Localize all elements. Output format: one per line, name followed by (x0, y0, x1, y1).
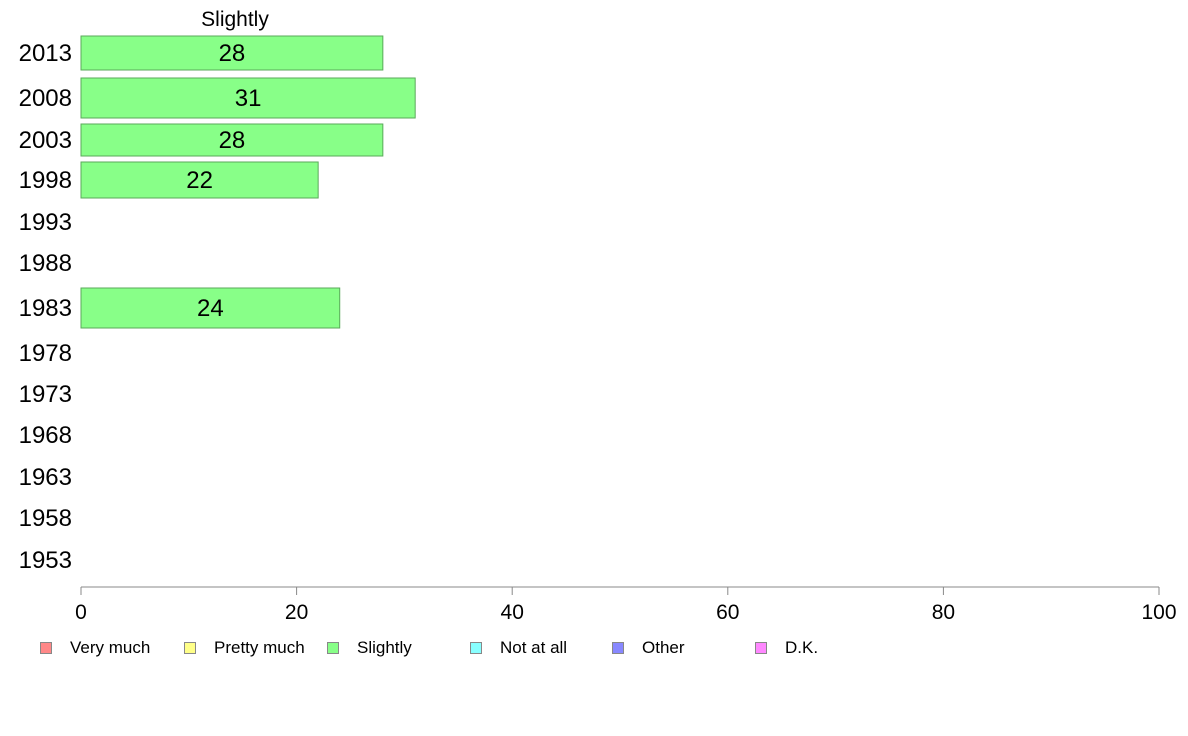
y-tick-label: 1968 (19, 422, 72, 449)
bar (80, 287, 341, 329)
y-tick-label: 1958 (19, 505, 72, 532)
y-tick-label: 1973 (19, 381, 72, 408)
y-tick-label: 2013 (19, 40, 72, 67)
legend-swatch-very-much (40, 642, 52, 654)
bar-value-label: 31 (235, 85, 262, 112)
legend-label: Pretty much (214, 638, 305, 657)
bar-value-label: 28 (219, 40, 246, 67)
legend-label: D.K. (785, 638, 819, 657)
bar (80, 161, 319, 199)
legend-item-not-at-all: Not at all (470, 638, 567, 658)
y-tick-label: 1998 (19, 167, 72, 194)
legend-label: Slightly (357, 638, 412, 657)
bar (80, 77, 416, 119)
x-tick-label: 40 (501, 601, 524, 624)
legend-swatch-dk (755, 642, 767, 654)
legend-swatch-pretty-much (184, 642, 196, 654)
chart-title: Slightly (201, 8, 269, 31)
y-tick-label: 1978 (19, 340, 72, 367)
legend-item-dk: D.K. (755, 638, 818, 658)
legend-item-pretty-much: Pretty much (184, 638, 305, 658)
y-tick-label: 2008 (19, 85, 72, 112)
legend-label: Very much (70, 638, 151, 657)
legend-swatch-other (612, 642, 624, 654)
legend-item-other: Other (612, 638, 685, 658)
x-tick-label: 100 (1141, 601, 1176, 624)
legend-item-very-much: Very much (40, 638, 150, 658)
y-tick-label: 1963 (19, 464, 72, 491)
bar-value-label: 22 (186, 167, 213, 194)
x-tick-label: 60 (716, 601, 739, 624)
bar (80, 35, 384, 71)
y-tick-label: 1988 (19, 250, 72, 277)
x-tick-label: 20 (285, 601, 308, 624)
legend-label: Other (642, 638, 685, 657)
y-tick-label: 1953 (19, 547, 72, 574)
x-tick-label: 0 (75, 601, 87, 624)
bar (80, 123, 384, 157)
legend-item-slightly: Slightly (327, 638, 412, 658)
y-tick-label: 1993 (19, 209, 72, 236)
y-tick-label: 2003 (19, 127, 72, 154)
legend-swatch-not-at-all (470, 642, 482, 654)
legend-swatch-slightly (327, 642, 339, 654)
bar-value-label: 24 (197, 295, 224, 322)
x-tick-label: 80 (932, 601, 955, 624)
y-tick-label: 1983 (19, 295, 72, 322)
bar-value-label: 28 (219, 127, 246, 154)
legend-label: Not at all (500, 638, 568, 657)
legend: Very much Pretty much Slightly Not at al… (0, 638, 1188, 662)
